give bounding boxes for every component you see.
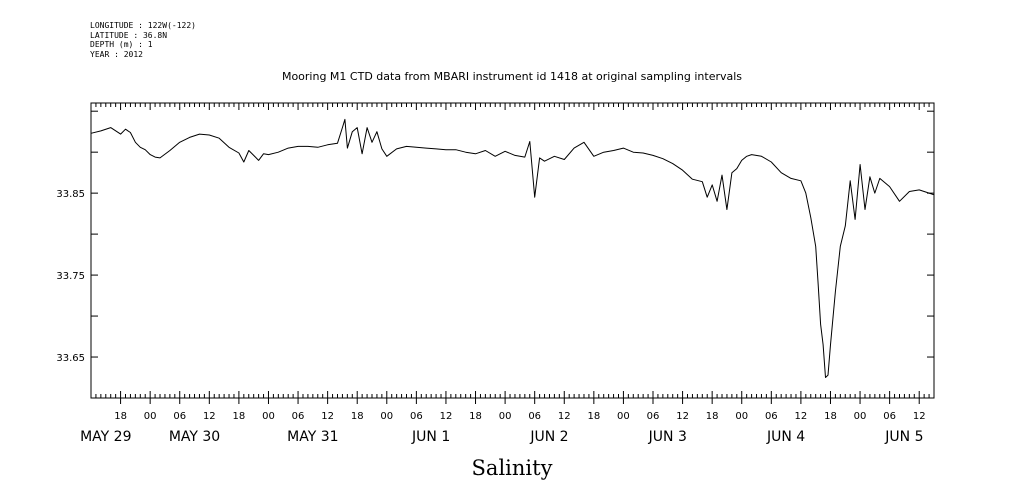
x-tick-label: 18 [706, 411, 719, 422]
metadata-block: LONGITUDE : 122W(-122) LATITUDE : 36.8N … [90, 21, 196, 59]
depth-text: DEPTH (m) : 1 [90, 40, 153, 49]
x-tick-label: 18 [114, 411, 127, 422]
x-tick-label: 00 [617, 411, 630, 422]
x-tick-label: 06 [410, 411, 423, 422]
x-tick-label: 00 [144, 411, 157, 422]
x-tick-label: 18 [824, 411, 837, 422]
salinity-line [90, 118, 935, 378]
x-tick-label: 12 [440, 411, 453, 422]
x-tick-label: 00 [735, 411, 748, 422]
plot-frame [90, 102, 935, 399]
x-day-label: JUN 2 [529, 429, 568, 445]
x-tick-label: 12 [795, 411, 808, 422]
y-tick-label: 33.85 [56, 189, 85, 200]
longitude-text: LONGITUDE : 122W(-122) [90, 21, 196, 30]
x-tick-label: 12 [913, 411, 926, 422]
y-axis: 33.65 33.75 33.85 [56, 110, 934, 399]
x-tick-label: 06 [765, 411, 778, 422]
x-tick-label: 06 [173, 411, 186, 422]
y-tick-label: 33.75 [56, 271, 85, 282]
x-axis-label: Salinity [472, 456, 553, 480]
x-tick-label: 12 [558, 411, 571, 422]
x-tick-label: 06 [647, 411, 660, 422]
x-tick-label: 12 [321, 411, 334, 422]
year-text: YEAR : 2012 [90, 49, 143, 59]
x-day-label: MAY 29 [80, 429, 131, 445]
series-group [90, 118, 935, 378]
x-tick-label: 00 [854, 411, 867, 422]
x-tick-label: 00 [499, 411, 512, 422]
x-day-label: MAY 30 [169, 429, 220, 445]
x-day-label: JUN 1 [411, 429, 450, 445]
x-day-label: JUN 5 [884, 429, 923, 445]
x-tick-label: 00 [380, 411, 393, 422]
x-tick-label: 18 [351, 411, 364, 422]
y-tick-label: 33.65 [56, 353, 85, 364]
x-tick-label: 06 [883, 411, 896, 422]
x-tick-label: 18 [587, 411, 600, 422]
x-tick-label: 12 [676, 411, 689, 422]
x-tick-label: 12 [203, 411, 216, 422]
x-day-label: JUN 4 [766, 429, 805, 445]
x-tick-label: 18 [469, 411, 482, 422]
x-tick-label: 00 [262, 411, 275, 422]
chart-title: Mooring M1 CTD data from MBARI instrumen… [282, 70, 742, 83]
x-day-label: MAY 31 [287, 429, 338, 445]
x-tick-label: 06 [292, 411, 305, 422]
x-day-label: JUN 3 [648, 429, 687, 445]
x-tick-label: 18 [233, 411, 246, 422]
x-axis: 18 00 06 12 18 00 06 12 18 00 06 12 18 00 06 12 18 00 06 12… [80, 103, 935, 445]
latitude-text: LATITUDE : 36.8N [90, 30, 168, 40]
x-tick-label: 06 [528, 411, 541, 422]
